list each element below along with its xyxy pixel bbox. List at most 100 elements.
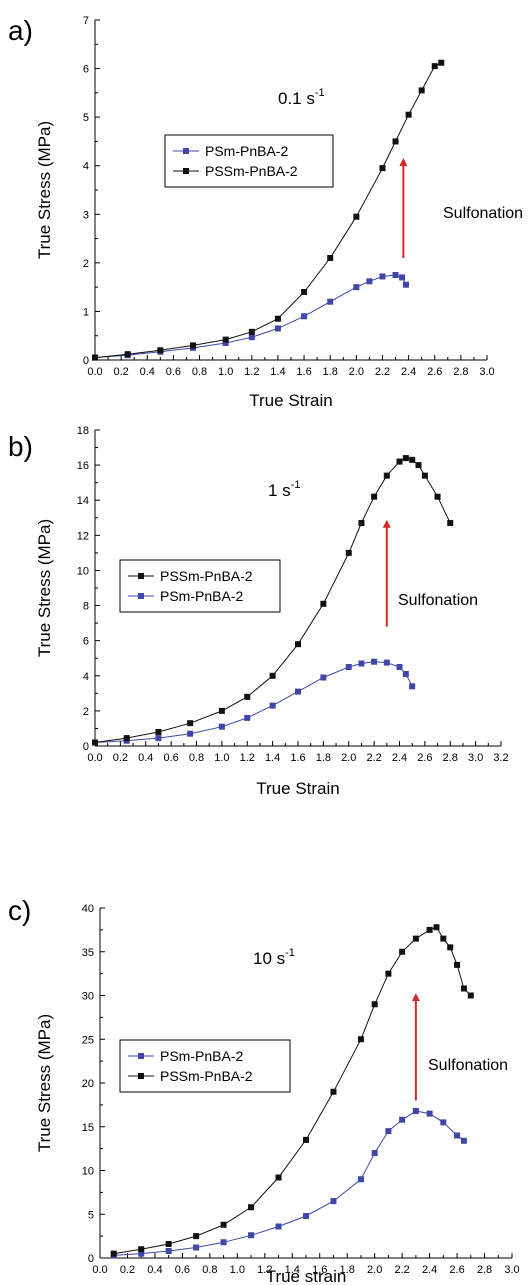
chart-panel: c) 0.0 0.2 0.4 0.6 0.8 1.0 1.2 1.4 1.6 1.8 2.0 2.2 2.… — [8, 895, 520, 1285]
data-point — [454, 961, 461, 968]
y-tick-label: 7 — [83, 15, 89, 27]
data-point — [155, 728, 162, 735]
data-point — [330, 1198, 337, 1205]
data-point — [248, 1232, 255, 1239]
series-line — [113, 1110, 465, 1256]
y-tick-label: 16 — [77, 460, 89, 472]
data-point — [220, 1221, 227, 1228]
data-point — [409, 683, 416, 690]
data-point — [402, 671, 409, 678]
data-point — [193, 1233, 200, 1240]
sulfonation-label: Sulfonation — [398, 592, 478, 609]
x-tick-label: 2.4 — [401, 366, 416, 378]
x-tick-label: 1.6 — [312, 1264, 327, 1276]
legend-label: PSSm-PnBA-2 — [205, 163, 298, 179]
x-tick-label: 2.2 — [366, 752, 381, 764]
strain-rate-label: 10 s-1 — [253, 947, 295, 968]
data-point — [385, 1128, 392, 1135]
data-point — [371, 1150, 378, 1156]
legend: PSm-PnBA-2 PSSm-PnBA-2 — [164, 134, 334, 188]
x-tick-label: 2.8 — [453, 366, 468, 378]
data-point — [244, 693, 251, 700]
legend-label: PSm-PnBA-2 — [160, 588, 243, 604]
data-point — [222, 336, 229, 343]
x-axis-title: True strain — [266, 1267, 347, 1285]
legend-label: PSm-PnBA-2 — [160, 1048, 243, 1064]
x-tick-label: 2.8 — [477, 1264, 492, 1276]
data-point — [433, 924, 440, 931]
data-point — [193, 1244, 200, 1251]
data-point — [248, 328, 255, 335]
x-tick-label: 1.4 — [285, 1264, 300, 1276]
data-point — [295, 641, 301, 648]
data-point — [275, 1223, 282, 1230]
data-point — [357, 1176, 364, 1183]
data-point — [418, 87, 425, 94]
data-point — [383, 659, 390, 666]
x-tick-label: 3.0 — [479, 366, 494, 378]
y-tick-label: 3 — [83, 209, 89, 221]
legend-marker — [183, 148, 189, 154]
data-point — [222, 340, 229, 346]
data-point — [371, 493, 378, 500]
data-point — [383, 472, 390, 479]
y-tick-label: 4 — [83, 161, 89, 173]
data-point — [327, 255, 334, 261]
data-point — [426, 1110, 433, 1117]
y-axis-title: True Stress (MPa) — [35, 519, 54, 657]
data-point — [165, 1241, 172, 1247]
data-point — [275, 1174, 282, 1181]
x-tick-label: 2.2 — [394, 1264, 409, 1276]
x-tick-label: 0.8 — [189, 752, 204, 764]
legend: PSSm-PnBA-2 PSm-PnBA-2 — [119, 559, 281, 613]
data-point — [218, 707, 225, 714]
x-tick-label: 1.6 — [290, 752, 305, 764]
x-tick-label: 2.6 — [417, 752, 432, 764]
data-point — [399, 1116, 406, 1123]
legend-label: PSSm-PnBA-2 — [160, 568, 253, 584]
strain-rate-value: 1 s — [268, 481, 291, 500]
panel-label: a) — [8, 15, 33, 46]
legend-marker — [138, 593, 144, 599]
y-tick-label: 0 — [83, 355, 89, 367]
data-point — [303, 1136, 309, 1143]
y-tick-label: 6 — [83, 64, 89, 76]
data-point — [244, 714, 251, 721]
data-point — [454, 1132, 461, 1139]
data-point — [447, 520, 454, 527]
data-point — [399, 274, 406, 281]
x-tick-label: 0.4 — [147, 1264, 162, 1276]
data-point — [295, 688, 301, 695]
data-point — [92, 739, 98, 746]
panel-label: c) — [8, 895, 31, 926]
y-tick-label: 0 — [83, 741, 89, 753]
x-tick-label: 1.8 — [340, 1264, 355, 1276]
legend-marker — [138, 1073, 144, 1079]
x-tick-label: 2.0 — [349, 366, 364, 378]
data-point — [157, 347, 164, 354]
data-point — [123, 735, 130, 742]
data-point — [218, 723, 225, 730]
data-point — [92, 354, 98, 361]
x-tick-label: 2.2 — [375, 366, 390, 378]
y-tick-label: 4 — [83, 671, 89, 683]
data-point — [330, 1088, 337, 1095]
data-point — [301, 289, 308, 295]
data-point — [440, 935, 447, 942]
data-point — [467, 992, 474, 999]
data-point — [421, 472, 428, 479]
data-point — [138, 1246, 145, 1253]
x-tick-label: 0.6 — [166, 366, 181, 378]
legend-marker — [138, 573, 144, 579]
data-point — [248, 334, 255, 341]
data-point — [460, 1137, 467, 1144]
legend-label: PSSm-PnBA-2 — [160, 1068, 253, 1084]
x-tick-label: 1.8 — [316, 752, 331, 764]
data-point — [357, 1036, 364, 1043]
data-point — [353, 284, 360, 291]
chart-panel: b) 0.0 0.2 0.4 0.6 0.8 1.0 1.2 1.4 1.6 1.8 2.0 2.2 2.… — [8, 425, 509, 798]
data-point — [379, 165, 386, 172]
y-tick-label: 6 — [83, 636, 89, 648]
strain-rate-value: 10 s — [253, 949, 285, 968]
sulfonation-label: Sulfonation — [443, 205, 523, 222]
